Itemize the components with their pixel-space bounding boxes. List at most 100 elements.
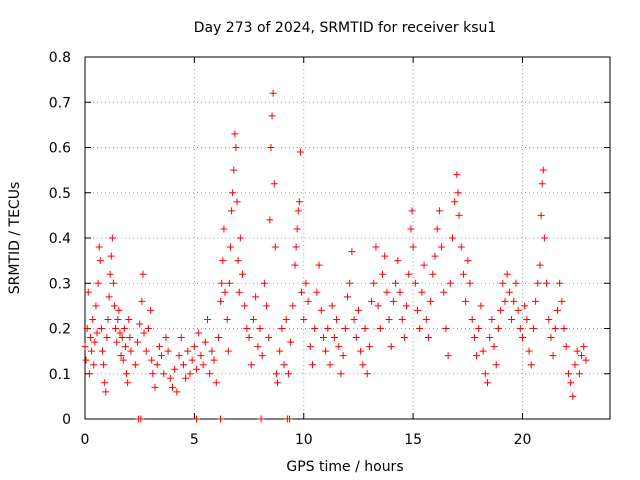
data-point <box>560 325 568 332</box>
x-tick-label: 0 <box>81 432 90 448</box>
grid <box>85 57 610 419</box>
data-point <box>571 361 579 369</box>
data-point <box>558 297 566 305</box>
data-point <box>333 315 341 323</box>
data-point <box>233 198 241 206</box>
data-point <box>582 356 590 364</box>
data-point <box>543 279 551 287</box>
data-point <box>446 279 454 287</box>
data-point <box>204 315 211 323</box>
data-point <box>96 257 104 265</box>
data-point <box>108 234 116 242</box>
data-point <box>256 325 264 332</box>
data-point <box>309 361 316 369</box>
data-point <box>326 361 334 369</box>
data-point <box>199 361 207 369</box>
data-point <box>392 279 400 287</box>
data-point <box>149 370 157 378</box>
data-point <box>91 338 99 346</box>
data-point <box>278 325 286 332</box>
data-point <box>370 279 378 287</box>
data-point <box>182 374 190 382</box>
data-point <box>453 171 461 179</box>
data-point <box>545 315 553 323</box>
data-point <box>201 338 209 346</box>
data-point <box>484 379 491 387</box>
data-point <box>315 261 323 269</box>
y-tick-label: 0.1 <box>49 367 71 383</box>
y-tick-label: 0.8 <box>49 50 71 66</box>
data-point <box>208 347 216 355</box>
data-point <box>193 365 201 373</box>
data-point <box>449 234 456 242</box>
data-point <box>514 306 522 314</box>
data-point <box>99 347 106 355</box>
data-point <box>119 356 127 364</box>
data-point <box>374 302 382 310</box>
data-point <box>232 144 240 151</box>
data-point <box>527 361 535 369</box>
data-point <box>381 252 389 260</box>
data-point <box>195 329 203 337</box>
data-point <box>335 343 343 351</box>
data-point <box>247 361 255 369</box>
data-point <box>153 361 161 369</box>
data-point <box>464 257 472 265</box>
data-point <box>117 352 125 360</box>
data-point <box>503 270 511 278</box>
data-point <box>442 325 450 332</box>
data-point <box>295 198 303 206</box>
data-point <box>121 343 129 351</box>
data-point <box>270 180 278 188</box>
data-point <box>567 379 575 387</box>
data-point <box>306 343 314 351</box>
data-point <box>575 370 583 378</box>
data-point <box>173 388 181 396</box>
data-point <box>330 334 338 342</box>
chart-title: Day 273 of 2024, SRMTID for receiver ksu… <box>194 20 497 36</box>
data-point <box>508 315 516 323</box>
data-point <box>274 379 281 387</box>
data-point <box>457 243 465 251</box>
data-point <box>231 130 239 138</box>
data-point <box>562 343 570 351</box>
data-point <box>319 334 327 342</box>
data-point <box>481 370 489 378</box>
data-point <box>102 388 110 396</box>
data-point <box>175 352 183 360</box>
data-point <box>494 325 502 332</box>
data-point <box>294 207 302 215</box>
data-point <box>88 347 96 355</box>
data-point <box>257 415 265 423</box>
data-point <box>438 243 446 251</box>
data-point <box>580 343 588 351</box>
data-point <box>497 306 505 314</box>
data-point <box>396 288 404 296</box>
data-point <box>123 370 131 378</box>
data-point <box>217 297 225 305</box>
data-point <box>444 352 452 360</box>
data-point <box>473 352 481 360</box>
data-point <box>241 302 249 310</box>
data-point <box>414 306 421 314</box>
data-point <box>435 207 443 215</box>
data-point <box>124 379 132 387</box>
data-point <box>188 356 196 364</box>
data-point <box>95 243 103 251</box>
data-point <box>81 343 89 351</box>
data-point <box>147 306 155 314</box>
data-point <box>492 361 500 369</box>
data-point <box>243 325 251 332</box>
data-point <box>266 216 274 224</box>
data-point <box>197 352 205 360</box>
x-tick-label: 15 <box>404 432 422 448</box>
data-point <box>328 302 336 310</box>
data-point <box>125 315 133 323</box>
data-point <box>276 347 284 355</box>
data-point <box>510 297 518 305</box>
data-point <box>357 347 365 355</box>
data-point <box>359 361 367 369</box>
data-point <box>155 343 163 351</box>
data-point <box>116 329 124 337</box>
data-point <box>311 325 319 332</box>
